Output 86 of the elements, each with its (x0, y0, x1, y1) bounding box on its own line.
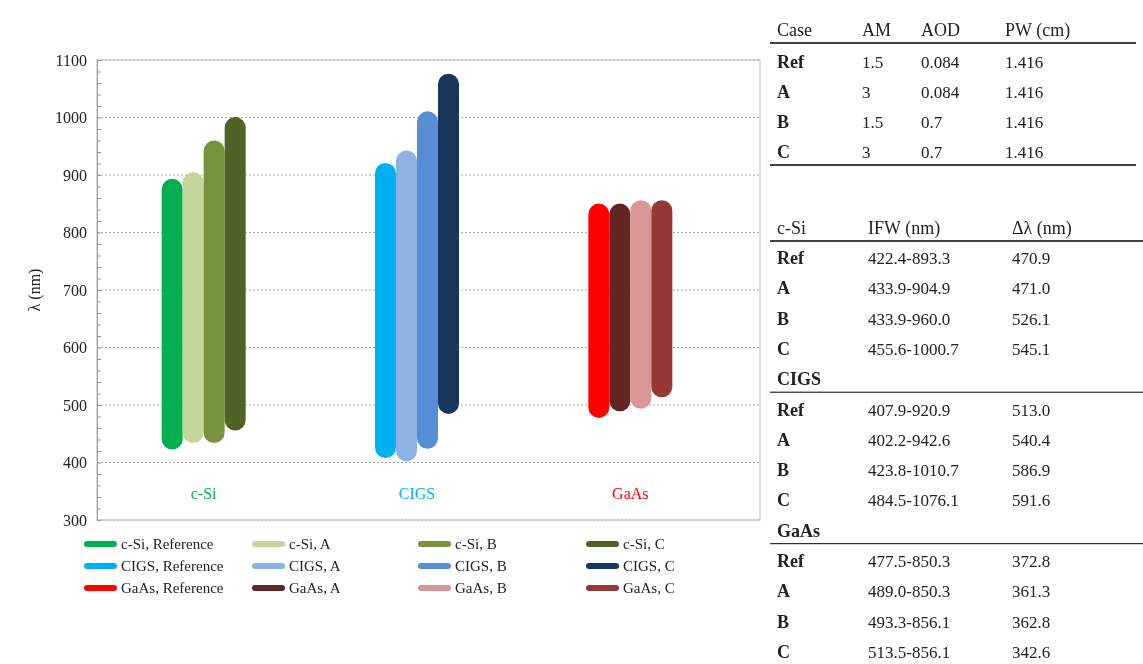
text: 423.8-1010.7 (868, 461, 959, 481)
text: 433.9-960.0 (868, 309, 951, 329)
category-label: B (777, 611, 790, 632)
text: 433.9-904.9 (868, 279, 951, 299)
legend-label: c-Si, C (623, 536, 665, 552)
category-label: PW (cm) (1005, 20, 1071, 41)
category-label: c-Si (777, 218, 806, 238)
text: 493.3-856.1 (868, 612, 951, 632)
category-label: AM (862, 20, 892, 40)
text: 0.7 (921, 143, 943, 162)
x-tick-label: CIGS (398, 485, 436, 502)
text: 540.4 (1012, 430, 1051, 450)
category-label: A (777, 429, 790, 450)
text: 0.084 (921, 83, 960, 102)
y-tick-label: 400 (63, 454, 87, 472)
y-tick-label: 1000 (55, 109, 87, 127)
y-tick-label: 700 (63, 281, 87, 299)
text: 513.5-856.1 (868, 642, 951, 662)
legend-label: c-Si, A (289, 536, 331, 552)
x-tick-label: c-Si (190, 485, 218, 502)
category-label: B (777, 460, 790, 481)
legend-label: CIGS, B (455, 558, 507, 574)
y-tick-label: 500 (63, 396, 87, 414)
y-tick-label: 300 (63, 511, 87, 529)
text: 484.5-1076.1 (868, 491, 959, 511)
y-tick-label: 900 (63, 166, 87, 184)
text: 455.6-1000.7 (868, 339, 959, 359)
legend-label: GaAs, A (289, 580, 341, 596)
text: 1.416 (1005, 143, 1044, 162)
text: 361.3 (1012, 582, 1051, 602)
text: 372.8 (1012, 552, 1051, 571)
category-label: Δλ (nm) (1012, 218, 1072, 239)
category-label: Case (777, 20, 812, 40)
category-label: IFW (nm) (868, 218, 941, 239)
category-label: AOD (921, 20, 960, 40)
category-label: B (777, 308, 790, 329)
legend-label: GaAs, B (455, 580, 507, 596)
text: 1.416 (1005, 53, 1044, 72)
legend-label: GaAs, C (623, 580, 675, 596)
text: 3 (862, 83, 871, 102)
text: 477.5-850.3 (868, 552, 951, 571)
text: 591.6 (1012, 491, 1051, 511)
text: 1.416 (1005, 83, 1044, 102)
category-label: A (777, 82, 790, 102)
text: 0.084 (921, 53, 960, 72)
category-label: Ref (777, 52, 804, 72)
category-label: C (777, 490, 790, 511)
y-tick-label: 1100 (55, 51, 87, 69)
text: 402.2-942.6 (868, 430, 951, 450)
text: 1.416 (1005, 113, 1044, 132)
x-tick-label: GaAs (612, 485, 649, 502)
legend-label: CIGS, A (289, 558, 341, 574)
category-label: CIGS (777, 369, 822, 390)
text: 489.0-850.3 (868, 582, 951, 602)
category-label: Ref (777, 248, 804, 268)
text: 470.9 (1012, 249, 1051, 268)
category-label: Ref (777, 399, 804, 420)
category-label: GaAs (777, 520, 821, 541)
category-label: C (777, 142, 790, 162)
legend-label: GaAs, Reference (121, 580, 224, 596)
text: 422.4-893.3 (868, 249, 951, 268)
text: 545.1 (1012, 339, 1051, 359)
category-label: A (777, 278, 790, 299)
text: 0.7 (921, 113, 943, 132)
text: 1.5 (862, 113, 884, 132)
text: 513.0 (1012, 400, 1051, 420)
legend-label: CIGS, C (623, 558, 675, 574)
text: 3 (862, 143, 871, 162)
legend-label: c-Si, Reference (121, 536, 214, 552)
text: 1.5 (862, 53, 884, 72)
text: 471.0 (1012, 279, 1051, 299)
category-label: C (777, 338, 790, 359)
text: 362.8 (1012, 612, 1051, 632)
legend-label: CIGS, Reference (121, 558, 224, 574)
text: 342.6 (1012, 642, 1051, 662)
category-label: A (777, 581, 790, 602)
category-label: Ref (777, 551, 804, 571)
text: 407.9-920.9 (868, 400, 951, 420)
text: 586.9 (1012, 461, 1051, 481)
category-label: C (777, 641, 790, 662)
text: 526.1 (1012, 309, 1051, 329)
y-axis-title: λ (nm) (26, 268, 44, 312)
legend-label: c-Si, B (455, 536, 497, 552)
category-label: B (777, 112, 790, 132)
y-tick-label: 800 (63, 224, 87, 242)
y-tick-label: 600 (63, 339, 87, 357)
